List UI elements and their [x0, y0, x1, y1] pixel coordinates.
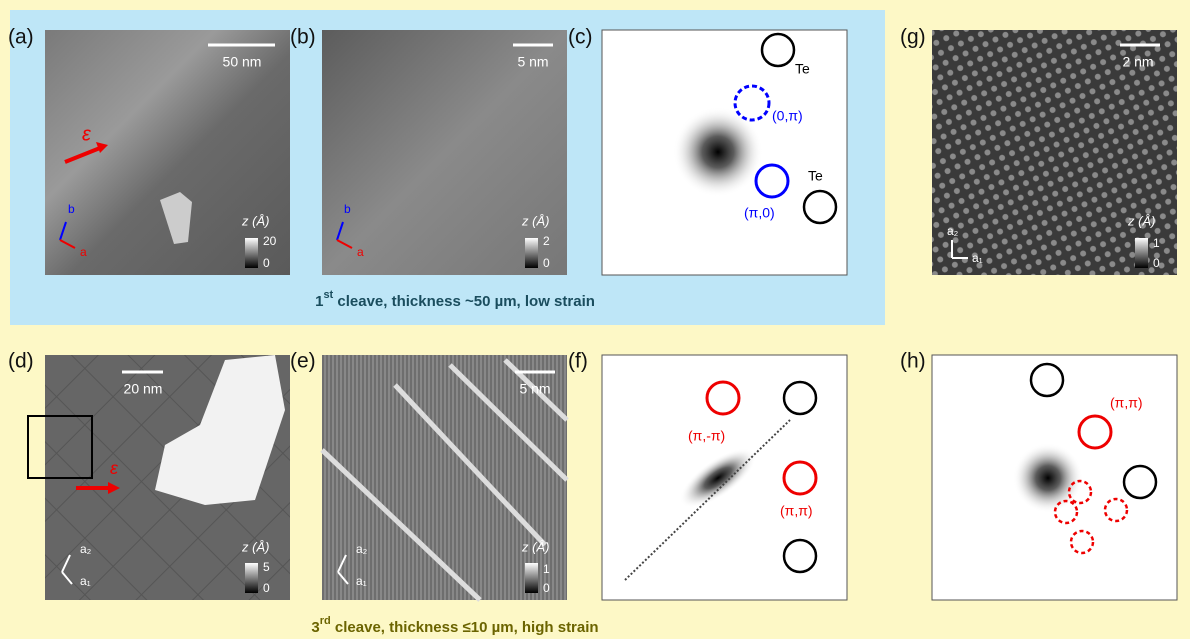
peak-label: (π,0) — [744, 205, 775, 221]
peak-label: (0,π) — [772, 108, 803, 124]
caption-number: 1 — [315, 293, 323, 310]
scale-bar-label: 5 nm — [519, 381, 550, 397]
strain-label: ε — [110, 458, 119, 478]
colorbar — [525, 563, 538, 593]
axis-label: a₂ — [356, 542, 368, 556]
scale-bar-label: 5 nm — [517, 54, 548, 70]
fft-center — [673, 107, 763, 197]
colorbar-tick: 2 — [543, 234, 550, 248]
caption: 3rd cleave, thickness ≤10 µm, high strai… — [311, 615, 598, 636]
peak-label: Te — [795, 61, 810, 77]
scale-bar-label: 2 nm — [1122, 54, 1153, 70]
panel-label: (c) — [568, 26, 593, 49]
colorbar-tick: 5 — [263, 560, 270, 574]
colorbar-tick: 0 — [263, 256, 270, 270]
peak-label: (π,π) — [780, 503, 813, 519]
axis-label: a₁ — [80, 574, 91, 588]
colorbar-title: z (Å) — [521, 213, 549, 228]
peak-label: Te — [808, 168, 823, 184]
figure: 50 nm ε b a z (Å) 20 0 (a) 5 nm b a z (Å… — [0, 0, 1190, 639]
colorbar-tick: 1 — [1153, 236, 1160, 250]
axis-label: b — [344, 202, 351, 216]
colorbar — [245, 563, 258, 593]
colorbar — [1135, 238, 1148, 268]
axis-label: a₁ — [972, 251, 983, 265]
colorbar-tick: 0 — [263, 581, 270, 595]
caption-text: cleave, thickness ≤10 µm, high strain — [331, 619, 599, 636]
colorbar — [245, 238, 258, 268]
peak-label: (π,π) — [1110, 395, 1143, 411]
colorbar-tick: 0 — [543, 256, 550, 270]
panel-label: (a) — [8, 26, 34, 49]
axis-label: a₁ — [356, 574, 367, 588]
strain-label: ε — [82, 123, 92, 145]
axis-label: a₂ — [80, 542, 92, 556]
caption-sup: st — [323, 289, 333, 301]
axis-label: b — [68, 202, 75, 216]
panel-label: (h) — [900, 350, 926, 373]
caption: 1st cleave, thickness ~50 µm, low strain — [315, 289, 595, 310]
scale-bar-label: 50 nm — [223, 54, 262, 70]
colorbar-tick: 20 — [263, 234, 277, 248]
panel-label: (f) — [568, 350, 588, 373]
page: {"panels":{ "a":{"label":"(a)","scale_ba… — [0, 0, 1190, 639]
colorbar-title: z (Å) — [521, 539, 549, 554]
colorbar-tick: 0 — [543, 581, 550, 595]
axis-label: a — [357, 245, 364, 259]
axis-label: a — [80, 245, 87, 259]
caption-number: 3 — [311, 619, 319, 636]
panel-label: (g) — [900, 26, 926, 49]
caption-sup: rd — [320, 615, 331, 627]
panel-label: (d) — [8, 350, 34, 373]
colorbar — [525, 238, 538, 268]
colorbar-tick: 1 — [543, 562, 550, 576]
colorbar-title: z (Å) — [1127, 213, 1155, 228]
colorbar-title: z (Å) — [241, 539, 269, 554]
peak-label: (π,-π) — [688, 428, 725, 444]
panel-label: (b) — [290, 26, 316, 49]
colorbar-tick: 0 — [1153, 256, 1160, 270]
axis-label: a₂ — [947, 224, 959, 238]
colorbar-title: z (Å) — [241, 213, 269, 228]
panel-label: (e) — [290, 350, 316, 373]
scale-bar-label: 20 nm — [124, 381, 163, 397]
caption-text: cleave, thickness ~50 µm, low strain — [333, 293, 595, 310]
